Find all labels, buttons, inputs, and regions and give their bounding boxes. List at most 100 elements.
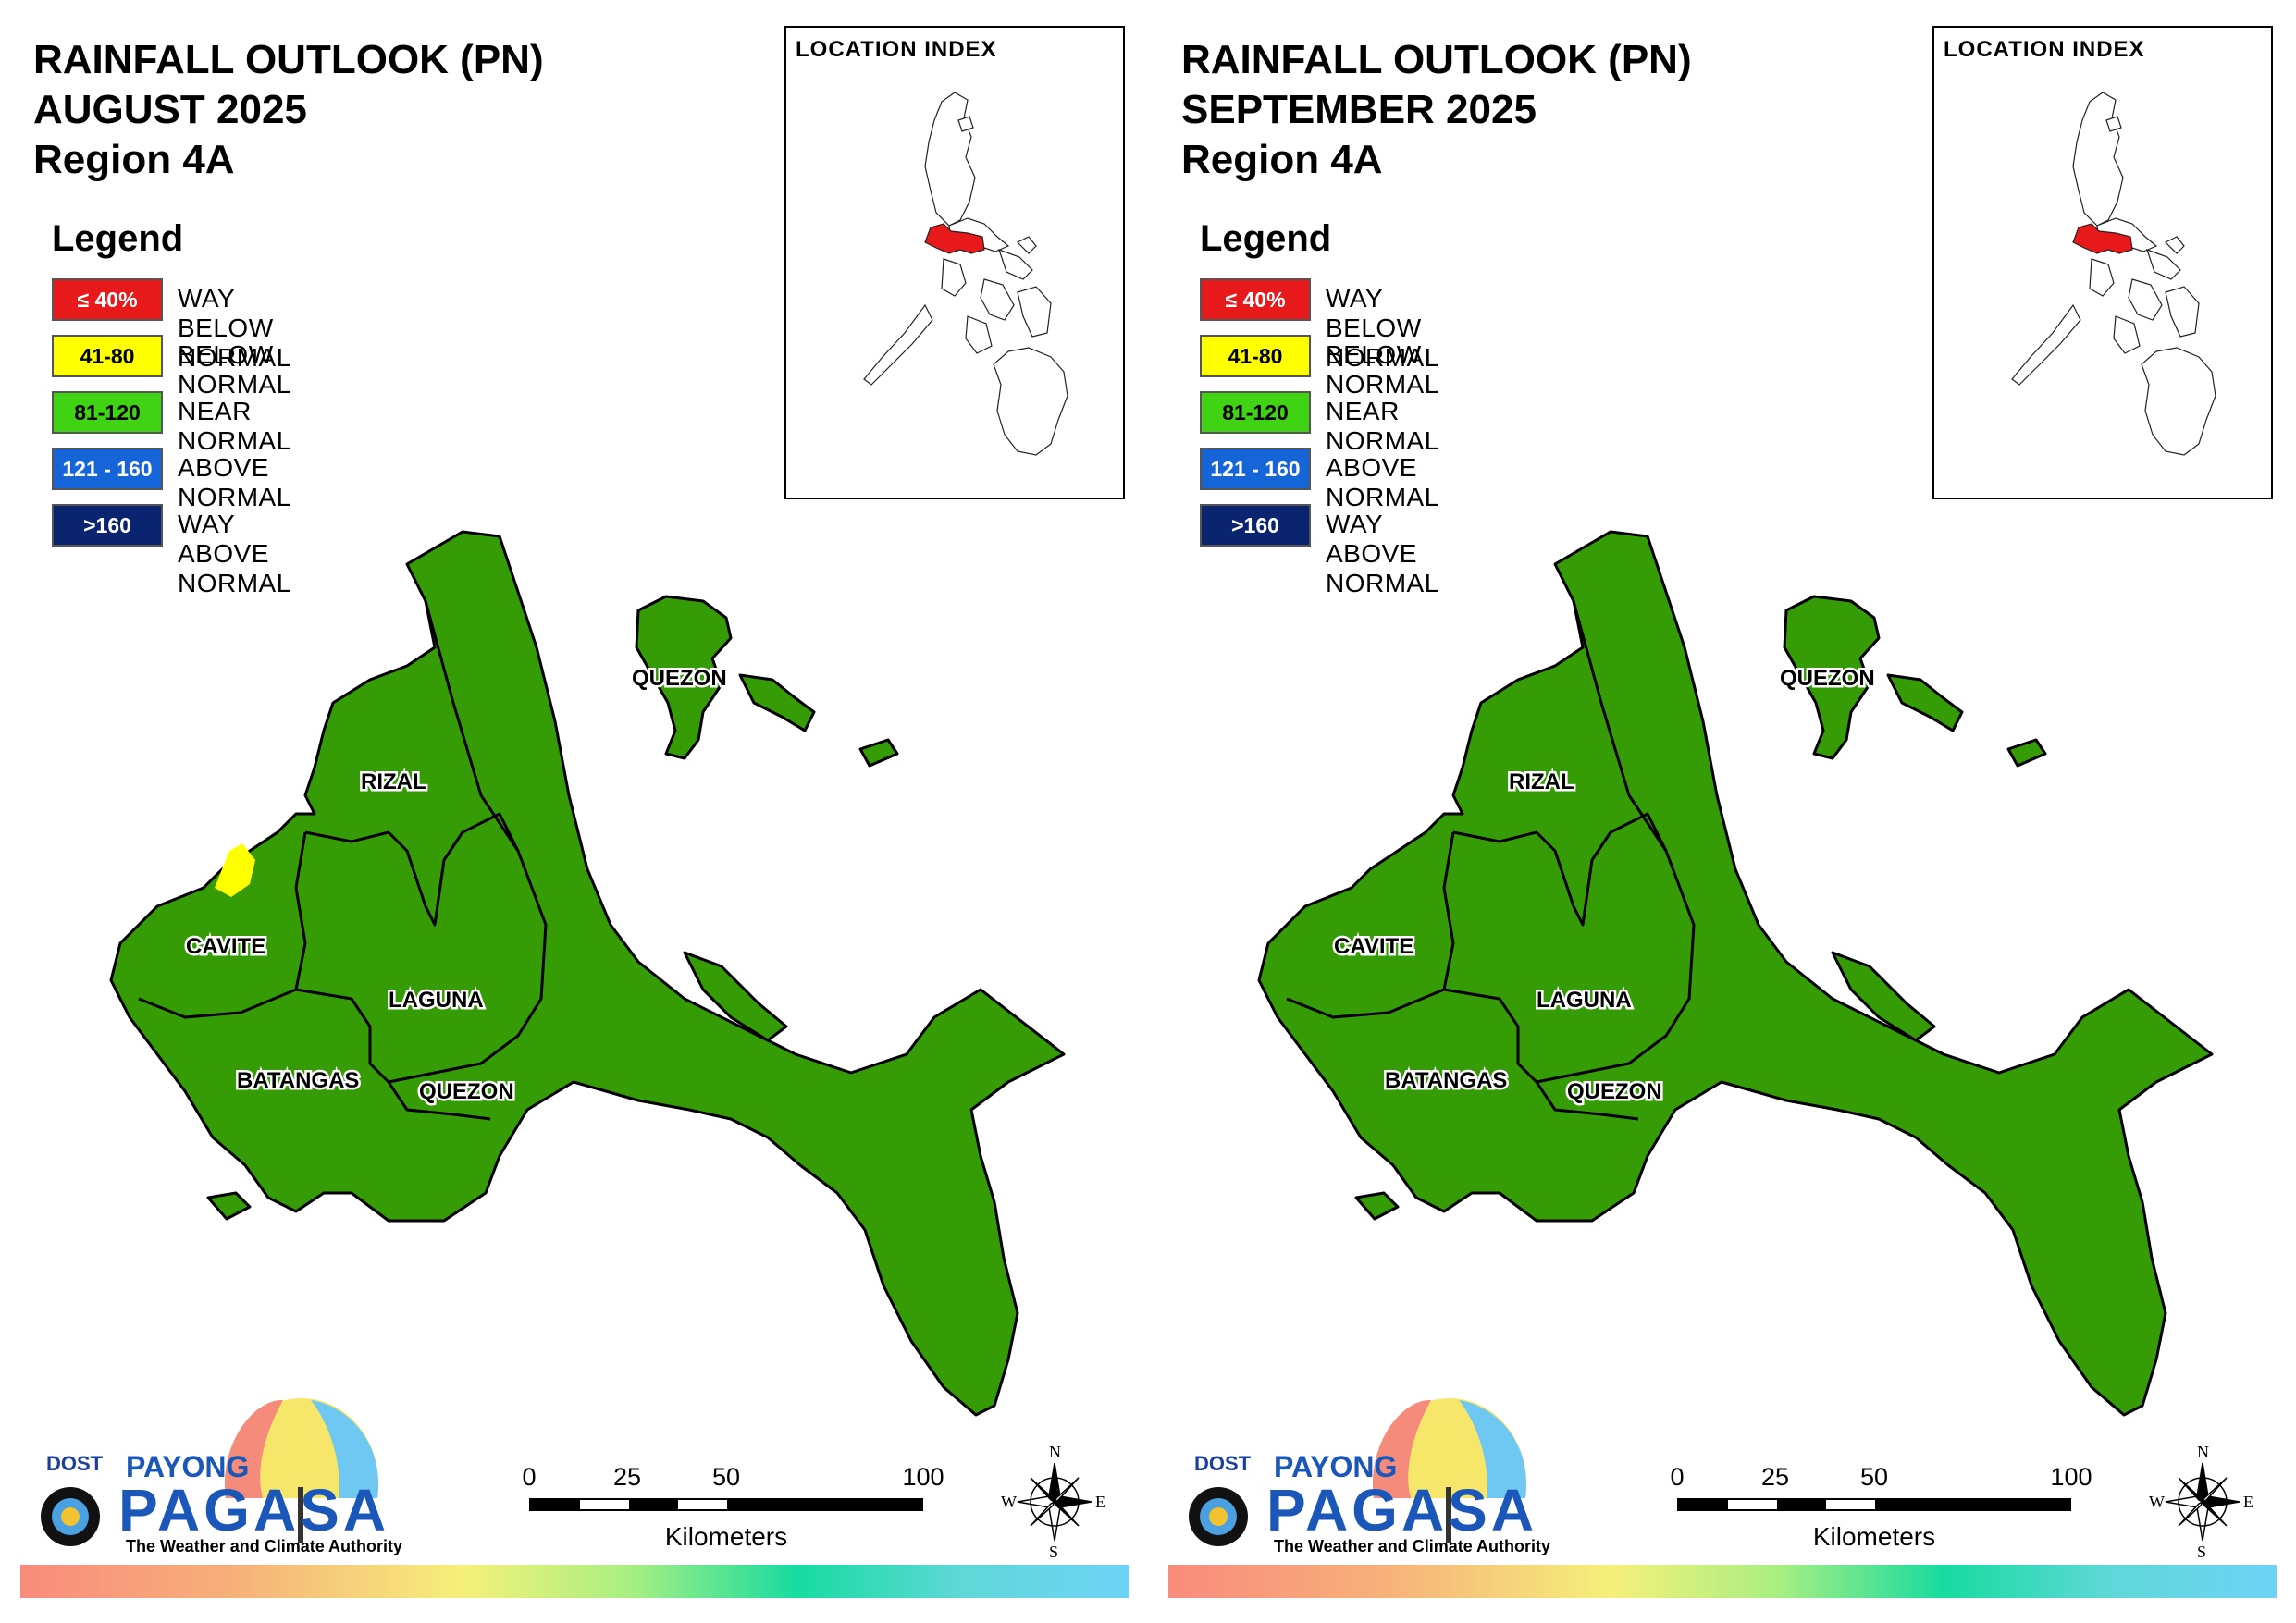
brand-dost: DOST	[1194, 1452, 1252, 1475]
legend-swatch: 81-120	[52, 391, 163, 434]
title-line-3: Region 4A	[1181, 137, 1383, 182]
quezon-islet-2	[2006, 738, 2047, 768]
legend-swatch: >160	[1200, 504, 1311, 547]
label-rizal: RIZAL	[361, 769, 426, 794]
rizal-quezon-boundary	[388, 600, 548, 1084]
cavite-below-normal-patch	[215, 843, 255, 897]
legend-swatch: 121 - 160	[52, 448, 163, 490]
legend-label: WAY ABOVE NORMAL	[178, 510, 291, 597]
legend-label: ABOVE NORMAL	[178, 453, 291, 511]
compass-n: N	[2197, 1443, 2209, 1461]
cavite-batangas-boundary	[1286, 988, 1538, 1084]
label-laguna: LAGUNA	[1537, 988, 1632, 1013]
brand-tagline: The Weather and Climate Authority	[1274, 1537, 1551, 1555]
legend-item-below: 41-80 BELOW NORMAL	[1200, 335, 1438, 399]
legend: Legend ≤ 40% WAY BELOW NORMAL 41-80 BELO…	[1200, 218, 1438, 597]
region-4a-map: QUEZON RIZAL CAVITE LAGUNA BATANGAS QUEZ…	[109, 530, 1066, 1417]
legend-item-near: 81-120 NEAR NORMAL	[52, 391, 290, 455]
map-title: RAINFALL OUTLOOK (PN) AUGUST 2025 Region…	[33, 35, 544, 185]
label-quezon-north: QUEZON	[632, 666, 727, 691]
compass-rose: N S W E	[999, 1441, 1110, 1566]
legend-item-above: 121 - 160 ABOVE NORMAL	[1200, 448, 1438, 511]
philippines-outline-map	[2011, 92, 2216, 456]
legend-label: ABOVE NORMAL	[1326, 453, 1439, 511]
legend-swatch: >160	[52, 504, 163, 547]
scale-tick: 25	[612, 1463, 642, 1491]
scale-unit: Kilometers	[664, 1522, 788, 1551]
umbrella-icon	[1189, 1398, 1527, 1546]
brand-pagasa: PAGASA	[118, 1477, 390, 1543]
color-strip	[20, 1565, 1129, 1598]
cavite-laguna-boundary	[1442, 831, 1455, 990]
legend-label: NEAR NORMAL	[178, 397, 291, 455]
legend-title: Legend	[52, 218, 184, 259]
scale-bar: 0 25 50 100 Kilometers	[522, 1463, 944, 1551]
brand-payong: PAYONG	[1274, 1450, 1398, 1483]
legend-item-way-below: ≤ 40% WAY BELOW NORMAL	[1200, 278, 1438, 372]
title-line-1: RAINFALL OUTLOOK (PN)	[1181, 37, 1692, 82]
compass-s: S	[2197, 1543, 2206, 1561]
rizal-laguna-boundary	[1452, 812, 1668, 927]
legend-swatch: ≤ 40%	[52, 278, 163, 321]
scale-tick: 0	[1670, 1463, 1685, 1491]
quezon-peninsula-island	[1831, 951, 1936, 1042]
compass-e: E	[2243, 1493, 2253, 1511]
legend-item-way-above: >160 WAY ABOVE NORMAL	[1200, 504, 1438, 597]
title-line-1: RAINFALL OUTLOOK (PN)	[33, 37, 544, 82]
legend-swatch: 41-80	[1200, 335, 1311, 377]
scale-tick: 50	[1859, 1463, 1889, 1491]
legend-item-near: 81-120 NEAR NORMAL	[1200, 391, 1438, 455]
laguna-quezon-south-boundary	[387, 1081, 491, 1121]
outlook-panel-august: RAINFALL OUTLOOK (PN) AUGUST 2025 Region…	[20, 26, 1129, 1598]
legend-title: Legend	[1200, 218, 1332, 259]
inset-title: LOCATION INDEX	[1944, 37, 2145, 62]
legend-label: WAY BELOW NORMAL	[1326, 284, 1439, 372]
legend-swatch: ≤ 40%	[1200, 278, 1311, 321]
location-index-inset: LOCATION INDEX	[784, 26, 1125, 499]
payong-pagasa-logo: DOST PAYONG PAGASA The Weather and Clima…	[33, 1387, 403, 1563]
label-batangas: BATANGAS	[1385, 1068, 1507, 1093]
umbrella-icon	[41, 1398, 379, 1546]
laguna-quezon-south-boundary	[1535, 1081, 1639, 1121]
legend-swatch: 121 - 160	[1200, 448, 1311, 490]
compass-e: E	[1095, 1493, 1105, 1511]
quezon-polillo-island	[635, 595, 733, 760]
compass-w: W	[1001, 1493, 1017, 1511]
legend-item-way-above: >160 WAY ABOVE NORMAL	[52, 504, 290, 597]
quezon-peninsula-island	[683, 951, 788, 1042]
outlook-panel-september: RAINFALL OUTLOOK (PN) SEPTEMBER 2025 Reg…	[1148, 0, 2296, 1623]
compass-rose-icon: N S W E	[2149, 1443, 2253, 1561]
batangas-islet	[206, 1191, 252, 1221]
legend-swatch: 41-80	[52, 335, 163, 377]
legend-label: BELOW NORMAL	[178, 340, 291, 399]
compass-rose: N S W E	[2147, 1441, 2258, 1566]
label-cavite: CAVITE	[1334, 934, 1413, 959]
scale-tick: 0	[522, 1463, 537, 1491]
legend-label: BELOW NORMAL	[1326, 340, 1439, 399]
inset-title: LOCATION INDEX	[796, 37, 997, 62]
legend-swatch: 81-120	[1200, 391, 1311, 434]
compass-w: W	[2149, 1493, 2165, 1511]
title-line-2: AUGUST 2025	[33, 87, 307, 132]
legend-item-above: 121 - 160 ABOVE NORMAL	[52, 448, 290, 511]
map-title: RAINFALL OUTLOOK (PN) SEPTEMBER 2025 Reg…	[1181, 35, 1692, 185]
compass-n: N	[1049, 1443, 1061, 1461]
compass-rose-icon: N S W E	[1001, 1443, 1105, 1561]
scale-tick: 100	[902, 1463, 944, 1491]
quezon-islet	[1886, 673, 1964, 732]
legend: Legend ≤ 40% WAY BELOW NORMAL 41-80 BELO…	[52, 218, 290, 597]
label-quezon-south: QUEZON	[1567, 1079, 1662, 1104]
region-mainland	[109, 530, 1066, 1417]
dost-seal-icon	[41, 1487, 100, 1546]
legend-item-way-below: ≤ 40% WAY BELOW NORMAL	[52, 278, 290, 372]
brand-tagline: The Weather and Climate Authority	[126, 1537, 403, 1555]
title-line-3: Region 4A	[33, 137, 235, 182]
compass-s: S	[1049, 1543, 1058, 1561]
legend-label: WAY BELOW NORMAL	[178, 284, 291, 372]
philippines-outline-map	[863, 92, 1068, 456]
scale-bar-graphic	[529, 1498, 923, 1511]
quezon-polillo-island	[1783, 595, 1881, 760]
label-laguna: LAGUNA	[389, 988, 484, 1013]
legend-item-below: 41-80 BELOW NORMAL	[52, 335, 290, 399]
scale-tick: 50	[711, 1463, 741, 1491]
